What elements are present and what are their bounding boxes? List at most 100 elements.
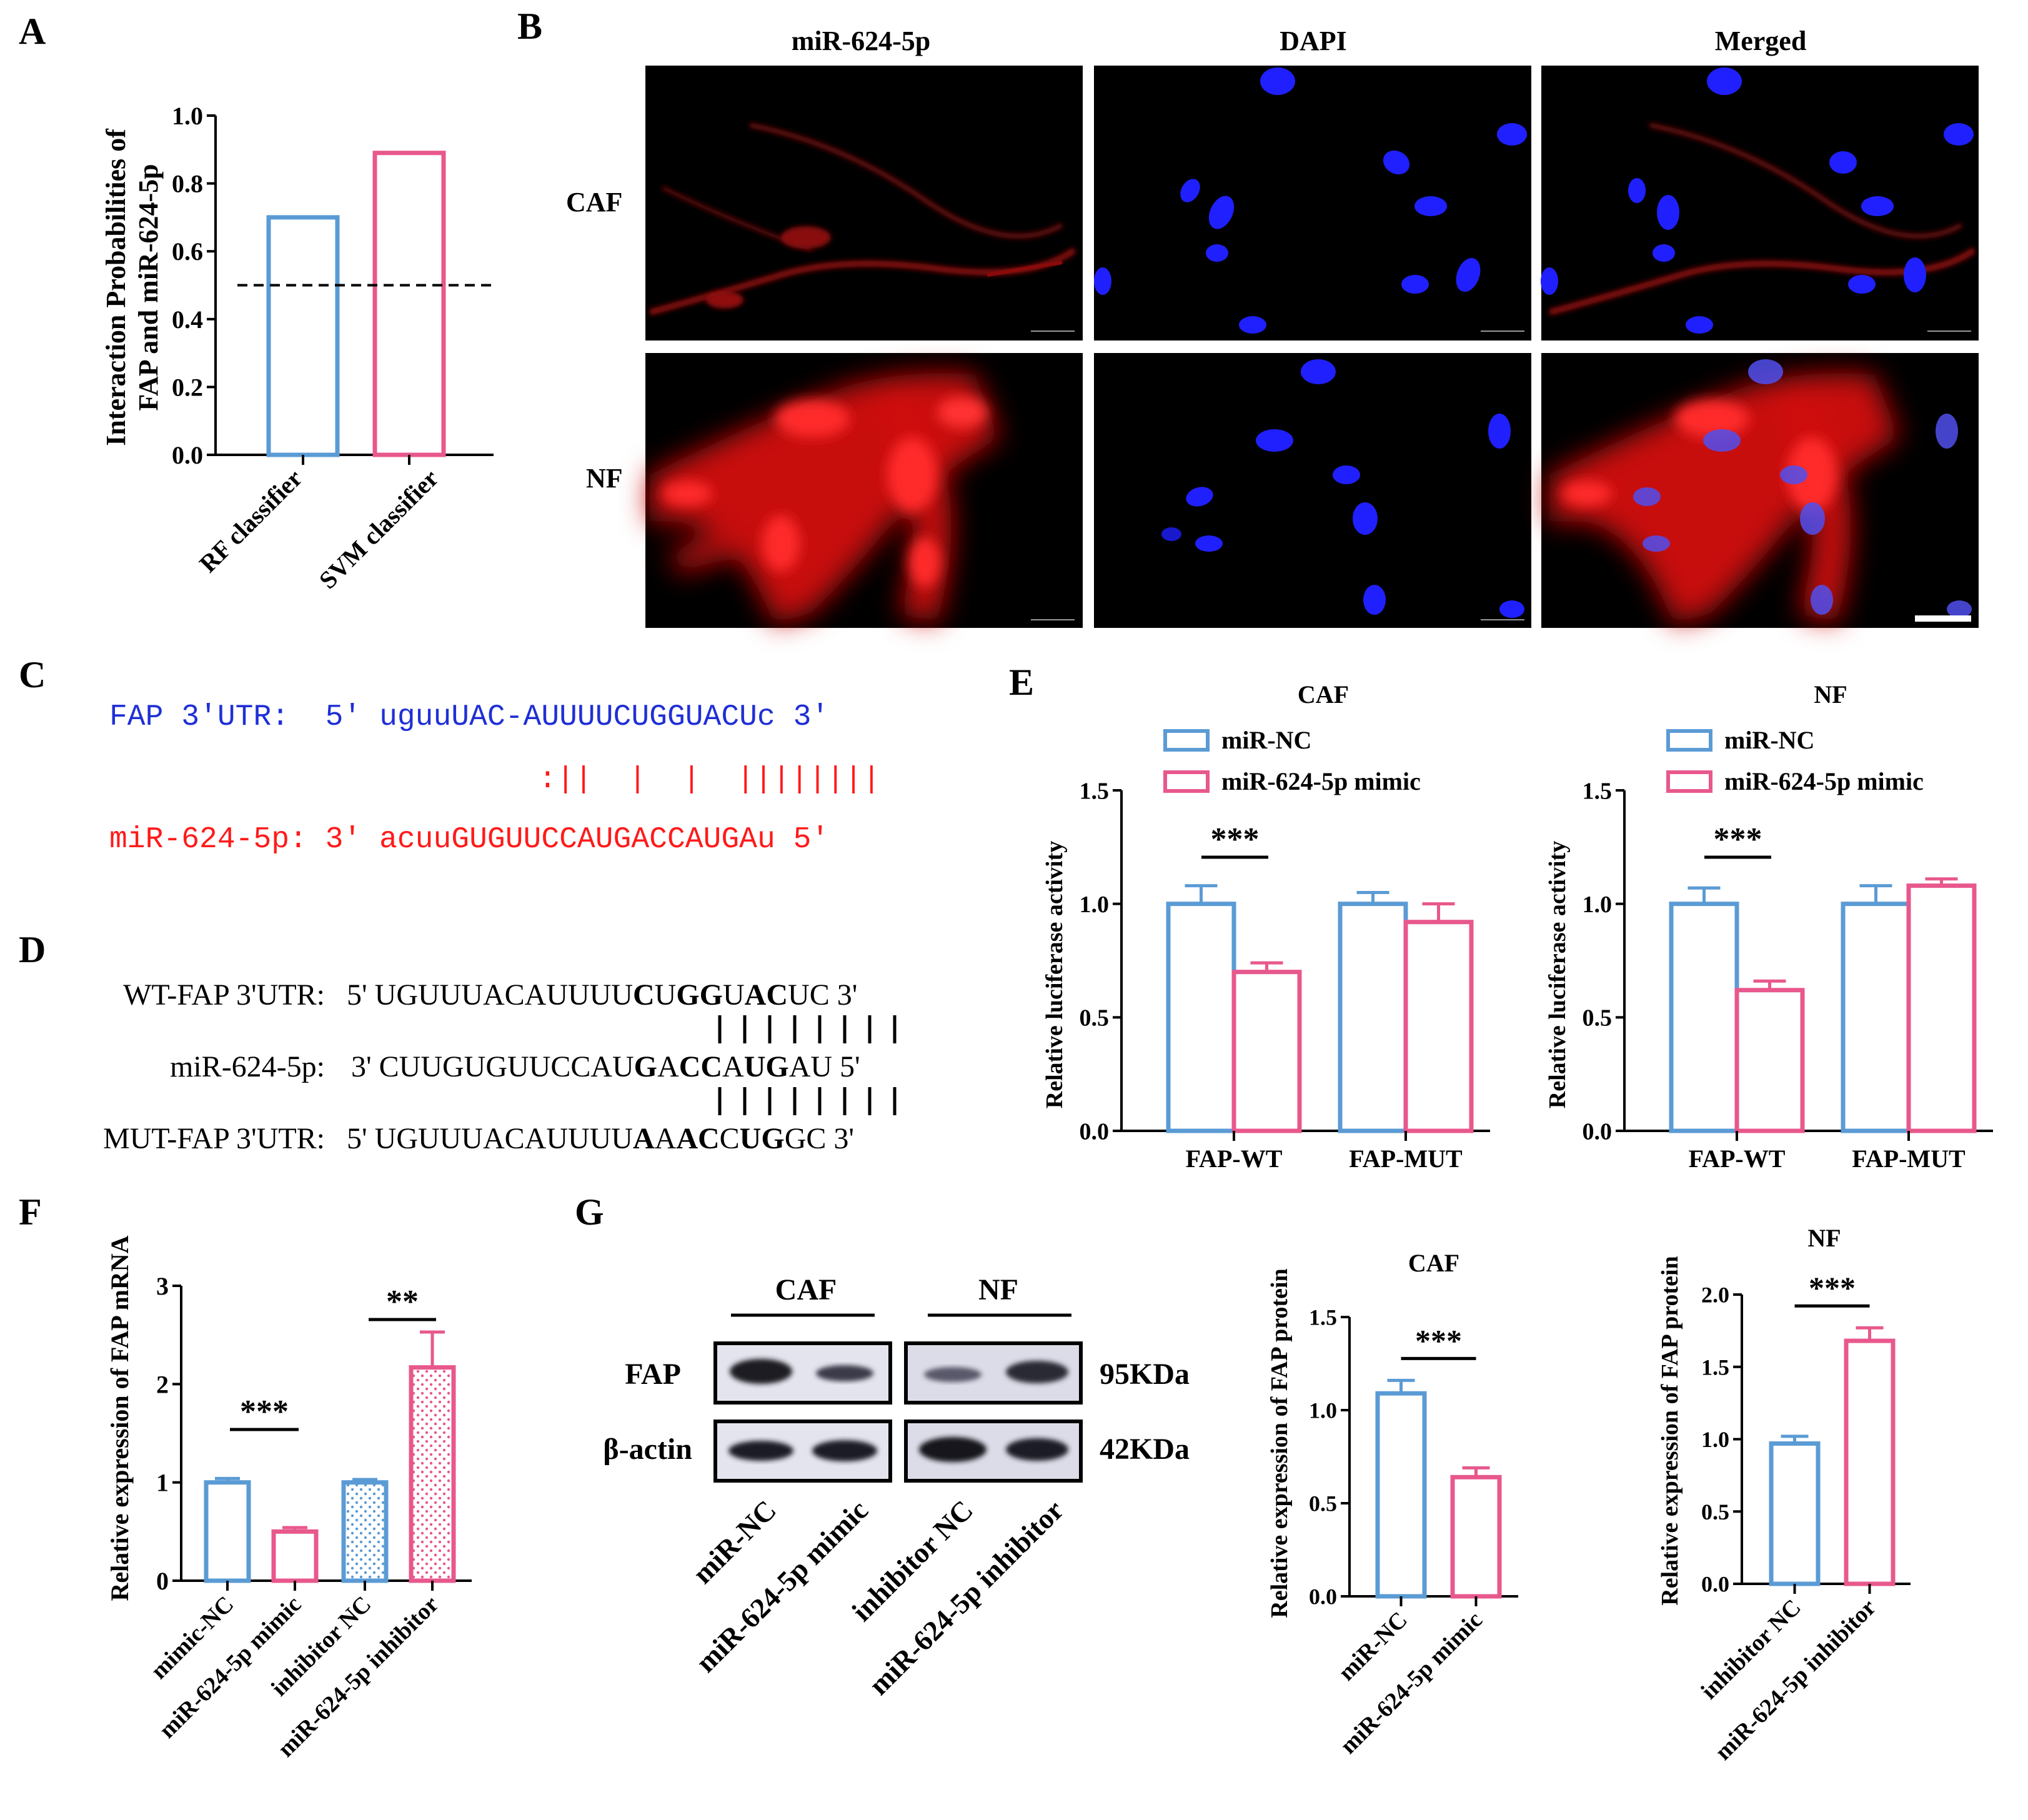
- panel-a-ylabel-line1: Interaction Probabilities of: [101, 128, 131, 446]
- y-tick-label: 0.0: [1080, 1118, 1110, 1145]
- legend-label-mimic: miR-624-5p mimic: [1724, 767, 1924, 795]
- legend-label-nc: miR-NC: [1221, 726, 1311, 754]
- panel-letter-g: G: [575, 1191, 604, 1233]
- panel-d-sequence: WT-FAP 3'UTR: miR-624-5p: MUT-FAP 3'UTR:…: [103, 978, 897, 1155]
- significance-label: **: [386, 1284, 419, 1320]
- row-label-caf: CAF: [566, 187, 622, 217]
- mut-sequence: 5' UGUUUACAUUUUAAACCUGGC 3': [347, 1122, 854, 1155]
- seq-base: U: [744, 1050, 766, 1083]
- bar: [1734, 988, 1805, 1133]
- y-tick-label: 0.4: [172, 306, 203, 334]
- image-nf-merged: [1541, 353, 1979, 628]
- seq-prefix: 5' UGUUUACAUUUU: [347, 978, 633, 1012]
- seq-base: C: [679, 1050, 701, 1083]
- mir-label: miR-624-5p:: [170, 1050, 325, 1083]
- seq-base: A: [633, 1122, 655, 1155]
- seq-base: C: [720, 1122, 740, 1155]
- category-label: miR-624-5p mimic: [1335, 1607, 1488, 1759]
- seq-base: U: [788, 978, 810, 1012]
- seq-base: A: [676, 1122, 698, 1155]
- legend-label-nc: miR-NC: [1724, 726, 1814, 754]
- panel-letter-d: D: [19, 929, 46, 970]
- wt-sequence: 5' UGUUUACAUUUUCUGGUACUC 3': [347, 978, 857, 1012]
- y-tick-label: 0.5: [1701, 1499, 1729, 1524]
- panel-e-chart-nf: NF Relative luciferase activity miR-NC miR-…: [1544, 680, 1993, 1173]
- image-nf-dapi: [1094, 353, 1531, 628]
- chart-title: CAF: [1298, 680, 1349, 709]
- legend-swatch-mimic: [1666, 770, 1712, 793]
- y-tick-label: 1.0: [1583, 892, 1613, 918]
- chart-title: NF: [1814, 680, 1847, 709]
- bar: [1450, 1474, 1502, 1599]
- fap-utr-sequence: FAP 3'UTR: 5' uguuUAC-AUUUUCUGGUACUc 3': [109, 700, 829, 734]
- y-tick-label: 0.0: [1701, 1572, 1729, 1597]
- mir-sequence: 3' CUUGUGUUCCAUGACCAUGAU 5': [351, 1050, 860, 1083]
- panel-letter-e: E: [1009, 662, 1034, 703]
- category-label: FAP-WT: [1689, 1145, 1786, 1173]
- column-label-mir: miR-624-5p: [792, 26, 930, 56]
- y-tick-label: 0.0: [1583, 1118, 1613, 1145]
- blot-image: [713, 1341, 1083, 1483]
- category-label: RF classifier: [194, 464, 307, 578]
- panel-f-chart: Relative expression of FAP mRNA 0123mimi…: [106, 1235, 472, 1762]
- bar: [271, 1529, 319, 1583]
- panel-letter-c: C: [19, 654, 46, 695]
- seq-base: G: [765, 1050, 788, 1083]
- panel-g-ylabel-nf: Relative expression of FAP protein: [1657, 1256, 1683, 1605]
- seq-base: U: [723, 978, 745, 1012]
- y-axis-label: Relative luciferase activity: [1544, 841, 1571, 1108]
- seq-base: A: [745, 978, 767, 1012]
- bar: [341, 1480, 389, 1583]
- category-label: FAP-MUT: [1349, 1145, 1463, 1173]
- blot-row-fap: FAP: [625, 1358, 681, 1391]
- blot-row-actin: β-actin: [603, 1433, 692, 1466]
- y-tick-label: 1.0: [1701, 1427, 1729, 1452]
- y-tick-label: 1.5: [1309, 1305, 1337, 1330]
- bar: [409, 1365, 456, 1583]
- y-tick-label: 1.5: [1701, 1355, 1729, 1380]
- seq-base: G: [676, 978, 699, 1012]
- image-caf-dapi: [1094, 66, 1531, 341]
- bar: [1844, 1338, 1896, 1586]
- significance-label: ***: [240, 1394, 289, 1430]
- mut-label: MUT-FAP 3'UTR:: [103, 1122, 325, 1155]
- seq-base: C: [698, 1122, 720, 1155]
- y-tick-label: 0.0: [172, 441, 203, 469]
- y-tick-label: 0.6: [172, 237, 203, 266]
- legend-swatch-mimic: [1163, 770, 1210, 793]
- seq-base: A: [655, 1122, 677, 1155]
- bar: [1231, 970, 1302, 1133]
- panel-b-microscopy: miR-624-5p DAPI Merged CAF NF: [566, 26, 1979, 628]
- y-tick-label: 0.5: [1583, 1005, 1613, 1032]
- bar: [1669, 902, 1739, 1133]
- y-tick-label: 0.2: [172, 373, 203, 401]
- image-caf-merged: [1541, 66, 1979, 341]
- seq-suffix: C 3': [806, 1122, 854, 1155]
- seq-prefix: 5' UGUUUACAUUUU: [347, 1122, 633, 1155]
- category-label: FAP-WT: [1186, 1145, 1283, 1173]
- category-label: SVM classifier: [314, 464, 444, 595]
- blot-group-caf: CAF: [775, 1273, 837, 1306]
- blot-group-nf: NF: [978, 1273, 1018, 1306]
- panel-e-charts: CAF Relative luciferase activity miR-NC miR…: [1041, 680, 1993, 1173]
- seq-suffix: U 5': [810, 1050, 860, 1083]
- legend-swatch-nc: [1666, 729, 1712, 752]
- seq-base: C: [633, 978, 655, 1012]
- bar: [372, 151, 446, 457]
- panel-c-sequence: FAP 3'UTR: 5' uguuUAC-AUUUUCUGGUACUc 3' …: [109, 700, 880, 857]
- seq-base: C: [700, 1050, 722, 1083]
- seq-base: A: [722, 1050, 744, 1083]
- seq-base: G: [761, 1122, 784, 1155]
- panel-letter-b: B: [517, 6, 542, 47]
- pairing-marks: :|| | | ||||||||: [539, 763, 880, 797]
- chart-title: NF: [1807, 1224, 1841, 1252]
- bar: [266, 215, 340, 457]
- bar: [1338, 902, 1408, 1133]
- wt-label: WT-FAP 3'UTR:: [123, 978, 325, 1012]
- bar: [1906, 883, 1977, 1133]
- panel-f-ylabel: Relative expression of FAP mRNA: [106, 1235, 134, 1601]
- bar: [204, 1480, 251, 1583]
- bar: [1841, 902, 1911, 1133]
